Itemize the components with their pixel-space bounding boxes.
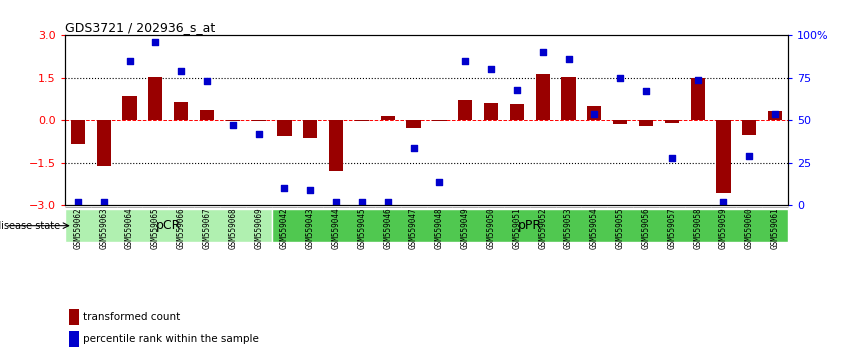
Text: GSM559057: GSM559057 bbox=[668, 207, 676, 249]
Point bbox=[768, 111, 782, 116]
Text: GSM559049: GSM559049 bbox=[461, 207, 469, 249]
Point bbox=[510, 87, 524, 93]
Bar bbox=[303, 120, 318, 138]
Bar bbox=[68, 309, 80, 325]
Bar bbox=[587, 105, 602, 120]
Bar bbox=[65, 209, 272, 242]
Point bbox=[381, 199, 395, 205]
Bar bbox=[716, 120, 731, 193]
Point bbox=[458, 58, 472, 64]
Text: GSM559054: GSM559054 bbox=[590, 207, 599, 249]
Point bbox=[639, 88, 653, 94]
Text: GSM559051: GSM559051 bbox=[513, 207, 521, 249]
Text: GSM559068: GSM559068 bbox=[229, 207, 237, 249]
Bar bbox=[122, 96, 137, 120]
Text: GSM559043: GSM559043 bbox=[306, 207, 314, 249]
Bar bbox=[97, 120, 111, 166]
Text: GSM559062: GSM559062 bbox=[74, 207, 82, 249]
Text: GSM559050: GSM559050 bbox=[487, 207, 495, 249]
Point bbox=[613, 75, 627, 81]
Point bbox=[226, 122, 240, 128]
Text: GSM559066: GSM559066 bbox=[177, 207, 185, 249]
Point bbox=[303, 187, 317, 193]
Text: disease state: disease state bbox=[0, 221, 61, 231]
Point bbox=[536, 50, 550, 55]
Text: GSM559059: GSM559059 bbox=[719, 207, 728, 249]
Bar bbox=[277, 120, 292, 136]
Text: percentile rank within the sample: percentile rank within the sample bbox=[83, 334, 259, 344]
Bar bbox=[768, 111, 782, 120]
Bar bbox=[174, 102, 188, 120]
Bar bbox=[355, 120, 369, 121]
Bar bbox=[639, 120, 653, 126]
Bar bbox=[68, 331, 80, 347]
Text: GSM559063: GSM559063 bbox=[100, 207, 108, 249]
Point bbox=[716, 199, 730, 205]
Text: GSM559069: GSM559069 bbox=[254, 207, 263, 249]
Text: GSM559053: GSM559053 bbox=[564, 207, 573, 249]
Bar bbox=[329, 120, 343, 171]
Point bbox=[587, 111, 601, 116]
Bar bbox=[406, 120, 421, 128]
Text: GDS3721 / 202936_s_at: GDS3721 / 202936_s_at bbox=[65, 21, 215, 34]
Text: GSM559044: GSM559044 bbox=[332, 207, 340, 249]
Text: transformed count: transformed count bbox=[83, 312, 180, 322]
Point bbox=[71, 199, 85, 205]
Point bbox=[691, 77, 705, 82]
Point bbox=[665, 155, 679, 161]
Text: GSM559046: GSM559046 bbox=[384, 207, 392, 249]
Point bbox=[432, 179, 446, 184]
Point bbox=[484, 67, 498, 72]
Bar bbox=[484, 103, 498, 120]
Text: pPR: pPR bbox=[518, 219, 542, 232]
Bar bbox=[458, 100, 472, 120]
Bar bbox=[200, 110, 214, 120]
Text: GSM559060: GSM559060 bbox=[745, 207, 753, 249]
Text: GSM559048: GSM559048 bbox=[435, 207, 444, 249]
Bar bbox=[510, 104, 524, 120]
Bar bbox=[613, 120, 627, 124]
Text: GSM559058: GSM559058 bbox=[693, 207, 702, 249]
Point bbox=[123, 58, 137, 64]
Text: GSM559065: GSM559065 bbox=[151, 207, 160, 249]
Text: GSM559067: GSM559067 bbox=[203, 207, 211, 249]
Text: GSM559056: GSM559056 bbox=[642, 207, 650, 249]
Bar bbox=[251, 120, 266, 121]
Bar bbox=[665, 120, 679, 123]
Point bbox=[562, 56, 576, 62]
Bar bbox=[690, 78, 705, 120]
Bar bbox=[561, 77, 576, 120]
Text: pCR: pCR bbox=[156, 219, 181, 232]
Point bbox=[174, 68, 188, 74]
Bar bbox=[71, 120, 85, 144]
Point bbox=[329, 199, 343, 205]
Bar bbox=[742, 120, 756, 135]
Point bbox=[355, 199, 369, 205]
Bar bbox=[432, 120, 447, 121]
Bar bbox=[381, 116, 395, 120]
Point bbox=[742, 153, 756, 159]
Text: GSM559052: GSM559052 bbox=[539, 207, 547, 249]
Point bbox=[407, 145, 421, 150]
Point bbox=[200, 79, 214, 84]
Bar bbox=[272, 209, 788, 242]
Point bbox=[148, 39, 162, 45]
Text: GSM559042: GSM559042 bbox=[280, 207, 289, 249]
Text: GSM559047: GSM559047 bbox=[409, 207, 418, 249]
Text: GSM559064: GSM559064 bbox=[125, 207, 134, 249]
Text: GSM559045: GSM559045 bbox=[358, 207, 366, 249]
Text: GSM559061: GSM559061 bbox=[771, 207, 779, 249]
Bar bbox=[535, 74, 550, 120]
Point bbox=[252, 131, 266, 137]
Text: GSM559055: GSM559055 bbox=[616, 207, 624, 249]
Point bbox=[97, 199, 111, 205]
Point bbox=[277, 185, 291, 191]
Bar bbox=[148, 77, 163, 120]
Bar bbox=[226, 120, 240, 121]
